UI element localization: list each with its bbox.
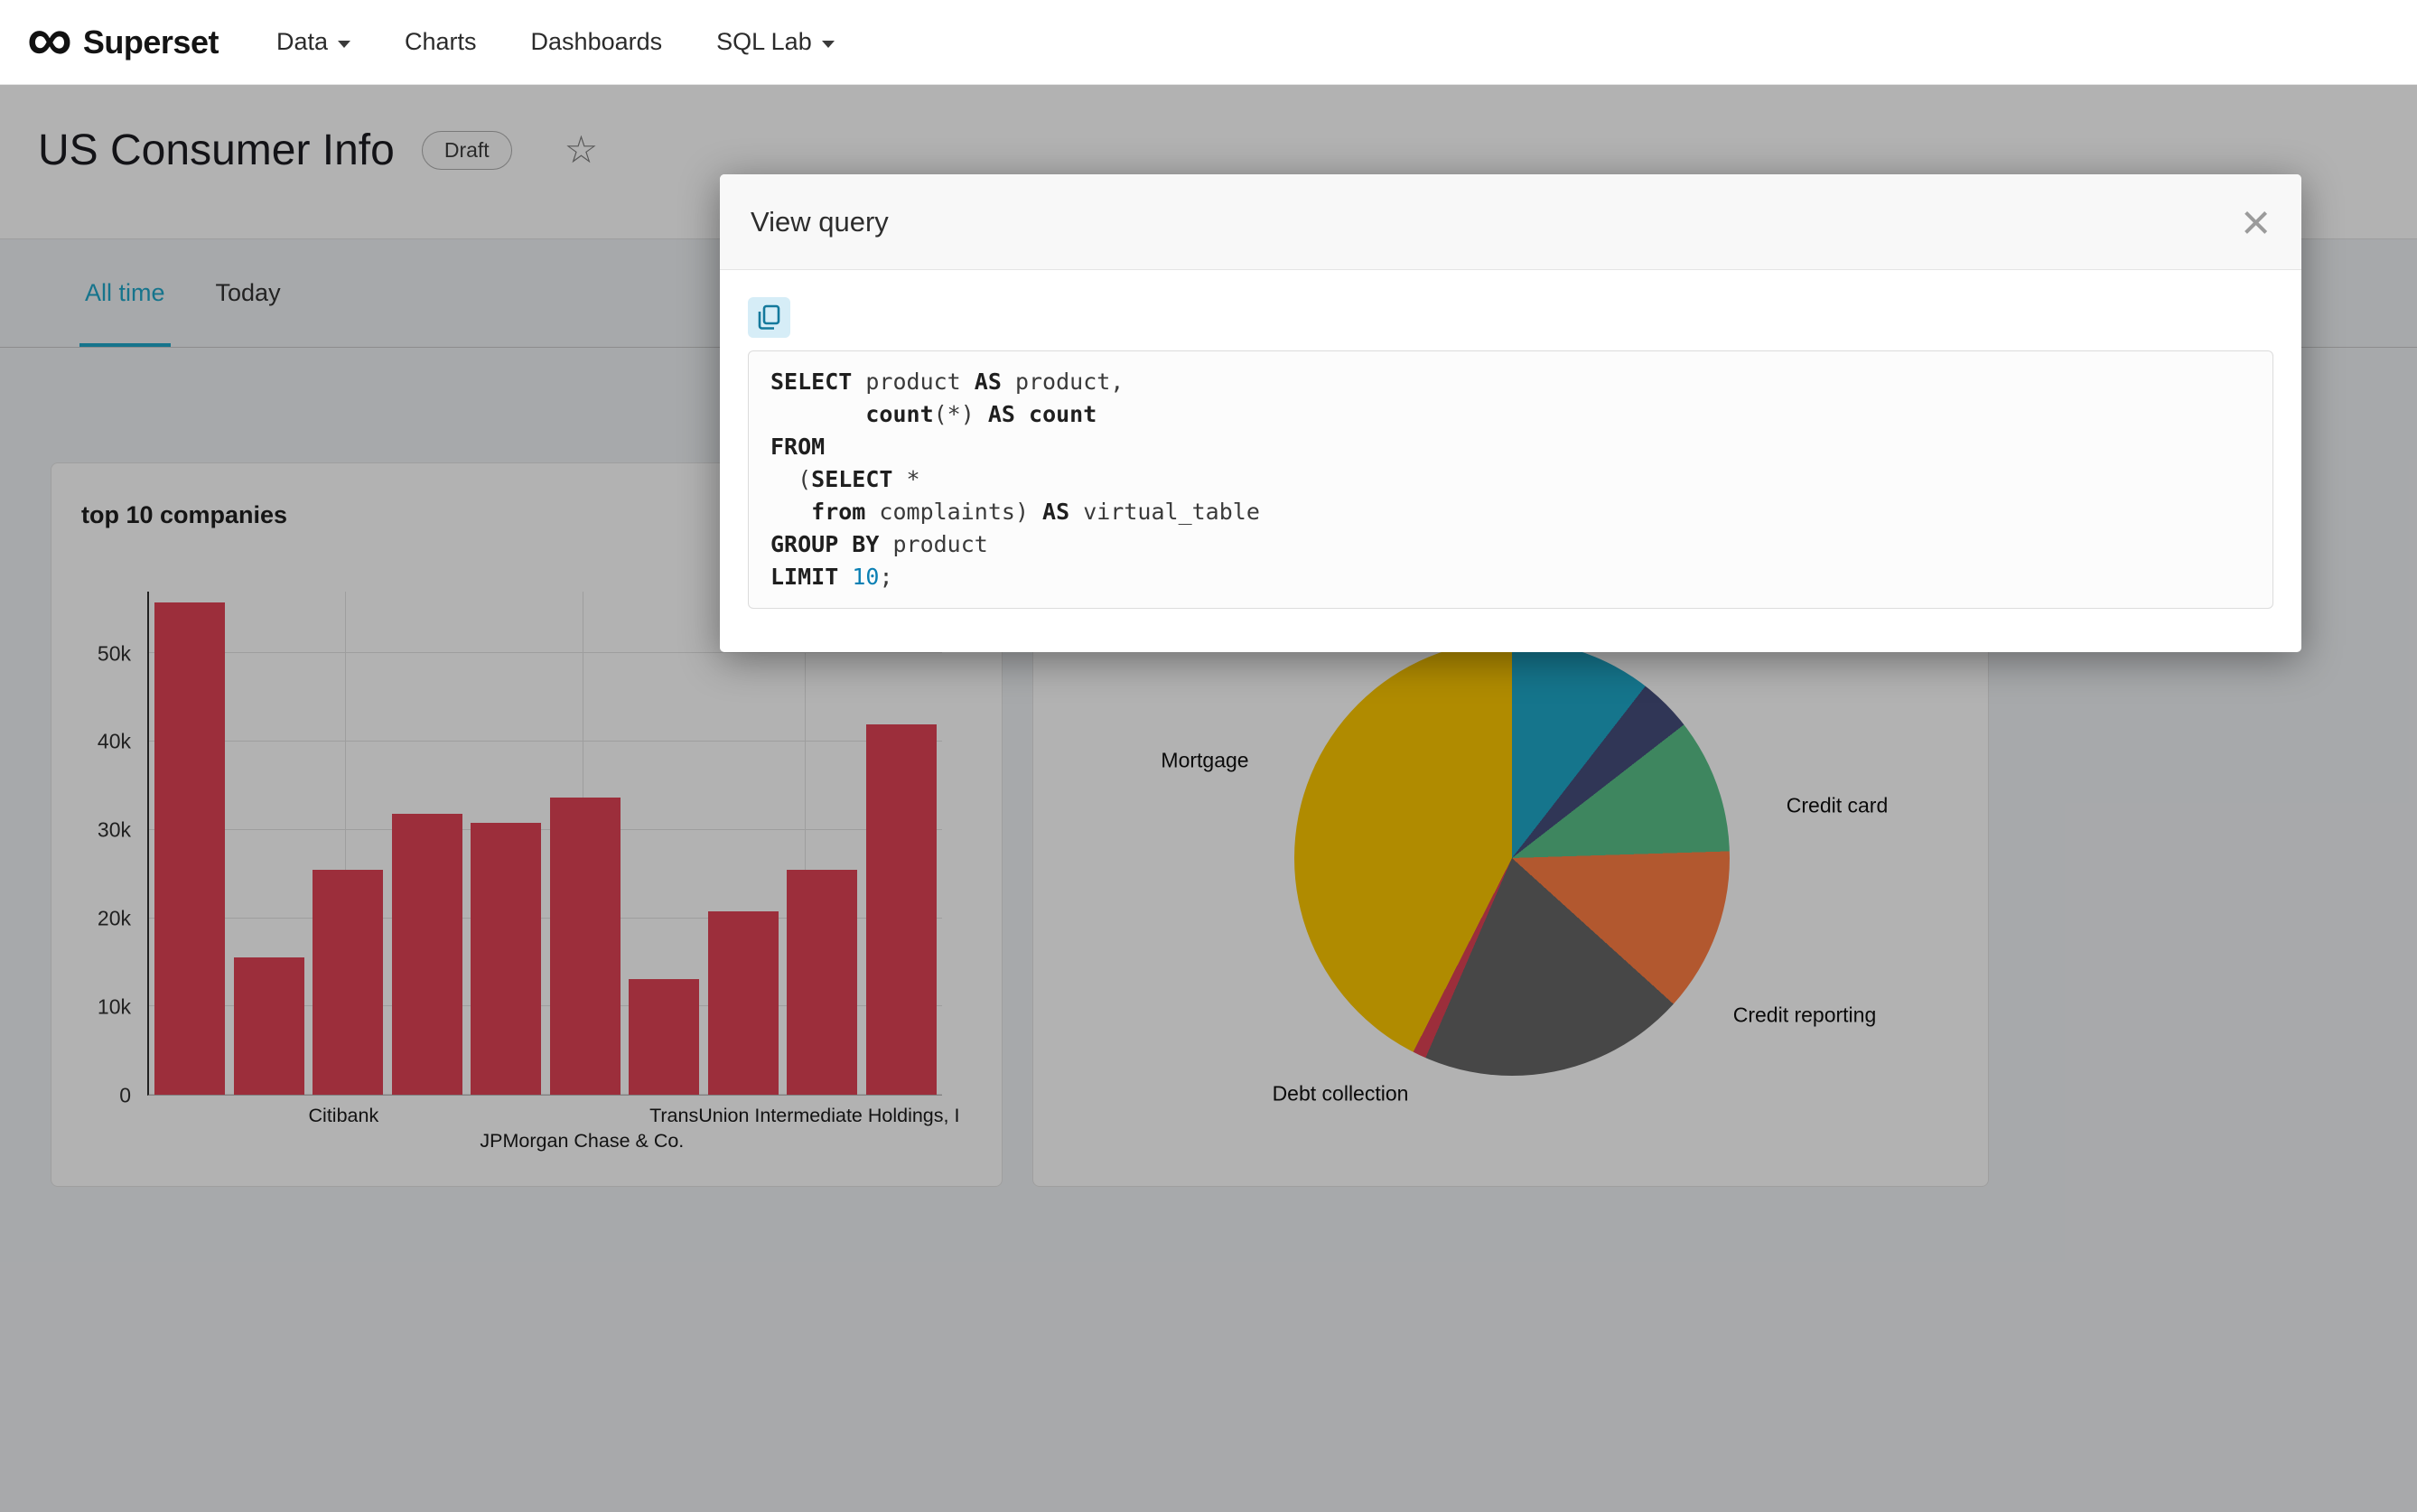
y-tick-label: 20k bbox=[97, 906, 131, 930]
bar-chart-bars bbox=[149, 592, 942, 1095]
favorite-star-icon[interactable]: ☆ bbox=[564, 128, 599, 171]
copy-query-button[interactable] bbox=[748, 297, 790, 338]
code-line: GROUP BY product bbox=[770, 531, 988, 557]
code-line: from complaints) AS virtual_table bbox=[811, 499, 1260, 525]
gridline bbox=[149, 917, 942, 919]
superset-logo[interactable]: ∞ Superset bbox=[27, 7, 219, 70]
nav-item-label: Dashboards bbox=[530, 28, 663, 55]
nav-item-dashboards[interactable]: Dashboards bbox=[531, 28, 663, 56]
tab-today[interactable]: Today bbox=[215, 279, 281, 306]
gridline bbox=[149, 828, 942, 830]
modal-title: View query bbox=[751, 205, 889, 238]
modal-header: View query × bbox=[720, 174, 2301, 270]
close-icon[interactable]: × bbox=[2241, 192, 2271, 250]
bar-chart-x-axis: Citibank JPMorgan Chase & Co. TransUnion I… bbox=[147, 1097, 960, 1162]
code-line: SELECT product AS product, bbox=[770, 369, 1125, 395]
pie-chart bbox=[1294, 640, 1730, 1076]
nav-menu: Data Charts Dashboards SQL Lab bbox=[249, 28, 862, 56]
nav-item-charts[interactable]: Charts bbox=[405, 28, 477, 56]
y-tick-label: 30k bbox=[97, 817, 131, 842]
nav-item-label: SQL Lab bbox=[716, 28, 812, 55]
copy-icon bbox=[757, 304, 781, 331]
bar-chart-y-axis: 0 10k 20k 30k 40k 50k bbox=[51, 592, 138, 1106]
bar bbox=[707, 910, 779, 1095]
bar bbox=[549, 797, 621, 1095]
code-line: (SELECT * bbox=[770, 466, 920, 492]
nav-item-sql-lab[interactable]: SQL Lab bbox=[716, 28, 835, 56]
bar bbox=[629, 979, 700, 1095]
pie-label: Credit card bbox=[1786, 793, 1889, 817]
y-tick-label: 50k bbox=[97, 641, 131, 666]
nav-item-label: Charts bbox=[405, 28, 477, 55]
bar-chart-plot bbox=[147, 592, 942, 1096]
y-tick-label: 0 bbox=[119, 1083, 131, 1107]
gridline bbox=[149, 1094, 942, 1095]
y-tick-label: 10k bbox=[97, 994, 131, 1019]
code-line: FROM bbox=[770, 434, 826, 460]
pie-label: Mortgage bbox=[1161, 748, 1249, 772]
bar bbox=[391, 814, 462, 1095]
superset-infinity-icon: ∞ bbox=[27, 3, 72, 74]
x-tick-label: Citibank bbox=[308, 1105, 379, 1126]
bar bbox=[313, 869, 384, 1095]
sql-query-code: SELECT product AS product, count(*) AS c… bbox=[748, 350, 2273, 609]
bar bbox=[865, 723, 937, 1095]
bar bbox=[154, 602, 225, 1095]
pie-chart-labels: Mortgage Credit card Credit reporting Debt … bbox=[1033, 463, 1988, 1186]
view-query-modal: View query × SELECT product AS product, … bbox=[720, 174, 2301, 652]
code-line: LIMIT 10; bbox=[770, 564, 893, 590]
gridline bbox=[149, 1005, 942, 1007]
bar bbox=[233, 957, 304, 1095]
status-badge: Draft bbox=[421, 130, 512, 170]
code-line: count(*) AS count bbox=[865, 401, 1097, 427]
chart-title: top 10 companies bbox=[81, 501, 288, 528]
y-tick-label: 40k bbox=[97, 729, 131, 753]
page-title: US Consumer Info bbox=[38, 126, 395, 174]
bar bbox=[471, 823, 542, 1095]
nav-item-data[interactable]: Data bbox=[275, 28, 351, 56]
gridline bbox=[149, 652, 942, 654]
bar bbox=[787, 869, 858, 1095]
chevron-down-icon bbox=[821, 40, 835, 48]
pie-label: Credit reporting bbox=[1732, 1003, 1877, 1027]
modal-body: SELECT product AS product, count(*) AS c… bbox=[720, 270, 2301, 636]
navbar: ∞ Superset Data Charts Dashboards SQL Lab bbox=[0, 0, 2417, 85]
gridline bbox=[805, 592, 807, 1095]
nav-item-label: Data bbox=[275, 28, 329, 55]
x-tick-label: JPMorgan Chase & Co. bbox=[480, 1130, 685, 1152]
x-tick-label: TransUnion Intermediate Holdings, I bbox=[649, 1105, 960, 1126]
tab-all-time[interactable]: All time bbox=[79, 239, 171, 347]
pie-label: Debt collection bbox=[1272, 1081, 1409, 1106]
chevron-down-icon bbox=[338, 40, 351, 48]
gridline bbox=[149, 741, 942, 742]
brand-name: Superset bbox=[82, 23, 219, 61]
gridline bbox=[344, 592, 346, 1095]
